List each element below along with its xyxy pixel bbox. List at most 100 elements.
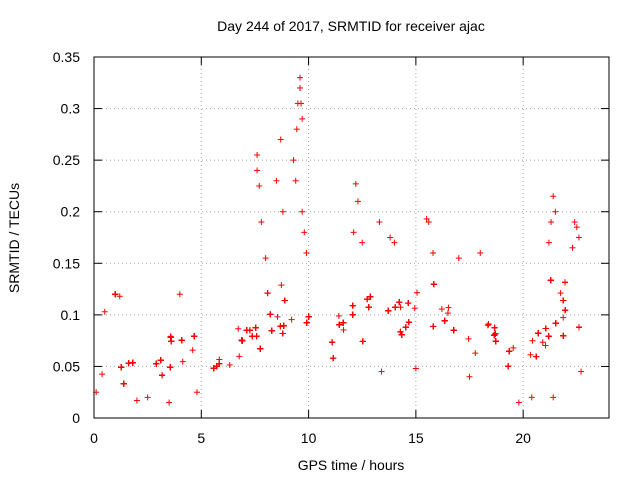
y-tick-label: 0.3: [61, 101, 81, 117]
data-point: [376, 219, 383, 226]
data-point: [364, 296, 371, 303]
data-point: [238, 337, 245, 344]
data-point: [252, 324, 259, 331]
data-point: [396, 299, 403, 306]
data-point: [575, 234, 582, 241]
data-point: [133, 397, 140, 404]
data-point: [298, 100, 305, 107]
data-point: [552, 320, 559, 327]
data-point: [194, 389, 200, 396]
data-point: [299, 208, 306, 215]
data-point: [129, 359, 136, 366]
data-point: [569, 244, 576, 251]
data-point: [542, 342, 549, 349]
y-tick-label: 0.15: [53, 255, 80, 271]
data-point: [547, 277, 554, 284]
data-point: [562, 307, 569, 314]
y-tick-label: 0.35: [53, 49, 80, 65]
data-point: [267, 311, 274, 318]
data-point: [191, 333, 198, 340]
data-point: [297, 84, 303, 91]
data-point: [445, 304, 452, 311]
data-point: [378, 368, 385, 375]
data-point: [246, 327, 253, 334]
data-point: [273, 177, 280, 184]
data-point: [560, 314, 567, 321]
data-point: [472, 350, 479, 357]
data-point: [385, 307, 392, 314]
data-point: [292, 177, 299, 184]
data-point: [573, 224, 580, 231]
data-point: [506, 348, 513, 355]
data-point: [430, 249, 437, 256]
data-point: [450, 327, 457, 334]
data-point: [101, 308, 108, 315]
data-point: [179, 358, 186, 365]
data-point: [405, 300, 412, 307]
data-point: [178, 337, 185, 344]
data-point: [254, 167, 261, 174]
x-tick-label: 10: [301, 430, 317, 446]
data-point: [560, 297, 567, 304]
data-point: [430, 281, 437, 288]
data-point: [120, 380, 127, 387]
data-point: [277, 323, 284, 330]
x-axis-label: GPS time / hours: [298, 457, 405, 473]
data-point: [257, 345, 264, 352]
data-point: [330, 355, 337, 362]
data-point: [484, 322, 491, 329]
data-point: [159, 372, 166, 379]
data-point: [485, 321, 492, 328]
data-point: [550, 394, 557, 401]
data-point: [264, 290, 271, 297]
data-point: [350, 229, 357, 236]
data-point: [423, 215, 430, 222]
x-tick-label: 20: [515, 430, 531, 446]
data-point: [167, 334, 174, 341]
data-point: [281, 297, 288, 304]
data-point: [157, 357, 164, 364]
data-point: [116, 293, 123, 300]
data-point: [112, 291, 119, 298]
data-point: [430, 323, 437, 330]
data-point: [359, 239, 366, 246]
data-point: [455, 255, 462, 262]
data-point: [477, 249, 484, 256]
data-point: [505, 363, 512, 370]
data-point: [349, 311, 356, 318]
data-point: [492, 338, 499, 345]
data-point: [226, 361, 233, 368]
x-tick-label: 5: [197, 430, 205, 446]
data-point: [542, 325, 549, 332]
data-point: [578, 368, 585, 375]
data-point: [397, 328, 404, 335]
data-point: [515, 399, 522, 406]
data-point: [297, 74, 303, 81]
plot-frame: [93, 56, 610, 419]
data-point: [144, 394, 151, 401]
data-point: [303, 319, 310, 326]
data-point: [552, 208, 559, 215]
data-point: [290, 157, 297, 164]
data-point: [305, 313, 312, 320]
data-point: [274, 313, 281, 320]
data-point: [354, 198, 361, 205]
data-point: [176, 291, 183, 298]
data-point: [168, 338, 175, 345]
data-point: [279, 208, 286, 215]
data-point: [262, 255, 269, 262]
data-point: [235, 325, 242, 332]
data-point: [256, 182, 263, 189]
data-point: [527, 351, 534, 358]
data-point: [491, 332, 498, 339]
data-point: [575, 324, 582, 331]
data-point: [254, 151, 261, 158]
data-point: [412, 365, 419, 372]
data-point: [411, 305, 418, 312]
data-point: [545, 333, 552, 340]
data-point: [189, 347, 196, 354]
data-point: [392, 304, 399, 311]
data-point: [335, 312, 342, 319]
data-point: [414, 289, 421, 296]
grid-lines: [94, 57, 609, 418]
